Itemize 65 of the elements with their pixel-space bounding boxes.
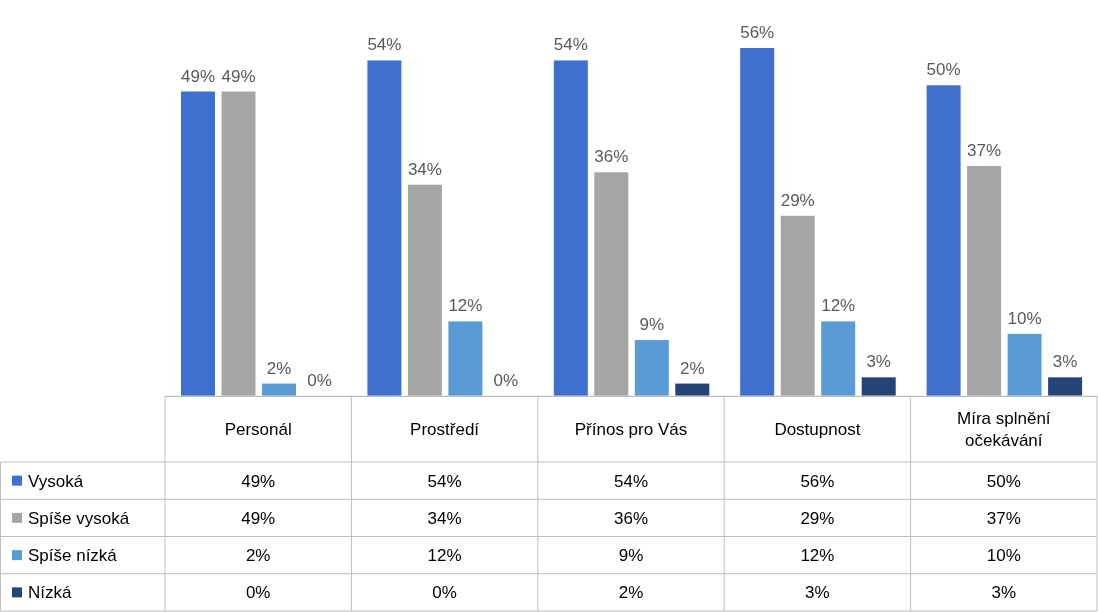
- text: 54%: [367, 35, 402, 55]
- data-label: 3%: [991, 583, 1017, 603]
- data-label: 54%: [427, 471, 462, 491]
- x-tick-label: Personál: [224, 420, 292, 439]
- text: 2%: [266, 358, 292, 378]
- bar: [594, 172, 629, 396]
- data-label: 3%: [805, 583, 830, 603]
- text: 54%: [553, 35, 588, 55]
- data-label: 49%: [241, 508, 276, 528]
- text: 12%: [821, 296, 856, 316]
- text: 10%: [1007, 308, 1042, 328]
- data-label: 0%: [245, 583, 271, 603]
- bar: [1007, 333, 1042, 396]
- legend-label: Vysoká: [28, 471, 84, 491]
- text: 56%: [740, 23, 775, 42]
- legend-label: Spíše nízká: [28, 546, 118, 566]
- text: 36%: [594, 147, 629, 167]
- text: 34%: [407, 159, 442, 179]
- bar: [780, 215, 815, 396]
- x-tick-label: Dostupnost: [774, 420, 861, 439]
- data-label: 29%: [800, 508, 835, 528]
- bar: [221, 91, 256, 396]
- bar: [821, 321, 856, 396]
- text: 50%: [926, 60, 961, 80]
- data-label: 54%: [613, 471, 649, 491]
- text: 29%: [780, 190, 815, 210]
- data-label: 2%: [245, 546, 271, 566]
- data-label: 10%: [986, 546, 1021, 566]
- data-label: 12%: [427, 546, 462, 566]
- bar: [634, 340, 669, 396]
- bar: [367, 60, 402, 396]
- data-label: 2%: [618, 583, 644, 603]
- data-label: 56%: [800, 471, 835, 491]
- x-tick-label: Míra splnění očekávání: [957, 409, 1051, 450]
- data-label: 36%: [613, 508, 649, 528]
- data-label: 12%: [800, 546, 835, 566]
- text: 3%: [866, 352, 891, 372]
- data-label: 9%: [618, 546, 644, 566]
- bar: [1048, 377, 1083, 396]
- legend-label: Nízká: [28, 583, 72, 603]
- x-tick-label: Přínos pro Vás: [574, 420, 688, 439]
- bar: [926, 85, 961, 396]
- text: 0%: [307, 371, 332, 390]
- bar: [740, 48, 775, 396]
- bar: [448, 321, 483, 396]
- bar: [861, 377, 896, 396]
- bar: [553, 60, 588, 396]
- bar: [407, 184, 442, 396]
- bar: [967, 166, 1002, 396]
- text: 3%: [1052, 352, 1078, 372]
- data-label: 49%: [241, 471, 276, 491]
- bar: [181, 91, 215, 396]
- x-tick-label: Prostředí: [410, 420, 480, 439]
- legend-label: Spíše vysoká: [28, 508, 130, 528]
- data-label: 50%: [986, 471, 1021, 491]
- text: 12%: [448, 296, 483, 316]
- text: 37%: [967, 141, 1002, 161]
- data-label: 0%: [432, 583, 457, 603]
- data-label: 34%: [427, 508, 462, 528]
- data-label: 37%: [986, 508, 1021, 528]
- text: 2%: [680, 358, 705, 378]
- text: 9%: [639, 315, 665, 335]
- text: 0%: [493, 371, 519, 390]
- text: 49%: [221, 66, 256, 86]
- text: 49%: [180, 66, 216, 86]
